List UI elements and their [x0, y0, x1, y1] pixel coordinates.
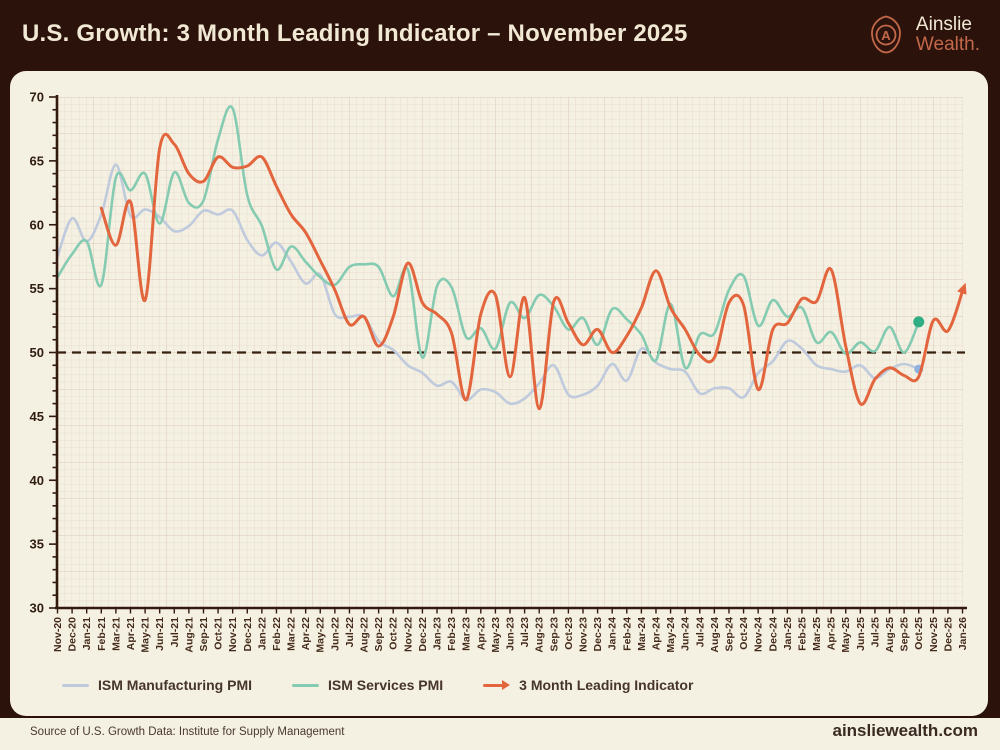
chart-panel — [10, 71, 988, 716]
brand-name-line1: Ainslie — [915, 14, 972, 35]
footer-website-link[interactable]: ainsliewealth.com — [832, 721, 979, 740]
page-title: U.S. Growth: 3 Month Leading Indicator –… — [22, 20, 688, 47]
brand-logo: A Ainslie Wealth. — [865, 13, 980, 57]
footer-bar — [0, 718, 1000, 750]
svg-text:A: A — [881, 28, 891, 43]
legend-label-indicator: 3 Month Leading Indicator — [519, 677, 694, 693]
legend-item-manufacturing: ISM Manufacturing PMI — [62, 677, 252, 693]
brand-name-line2: Wealth. — [915, 34, 980, 55]
manufacturing-line-swatch-icon — [62, 683, 89, 687]
legend-label-manufacturing: ISM Manufacturing PMI — [98, 677, 252, 693]
header-bar: U.S. Growth: 3 Month Leading Indicator –… — [0, 0, 1000, 70]
chart-legend: ISM Manufacturing PMI ISM Services PMI 3… — [62, 677, 693, 693]
legend-item-indicator: 3 Month Leading Indicator — [483, 677, 693, 693]
legend-item-services: ISM Services PMI — [292, 677, 443, 693]
legend-label-services: ISM Services PMI — [328, 677, 444, 693]
ainslie-logo-icon: A — [871, 15, 901, 54]
indicator-arrow-icon — [483, 680, 511, 690]
services-line-swatch-icon — [292, 683, 319, 687]
brand-name: Ainslie Wealth. — [916, 15, 980, 55]
footer-source-text: Source of U.S. Growth Data: Institute fo… — [30, 726, 345, 738]
